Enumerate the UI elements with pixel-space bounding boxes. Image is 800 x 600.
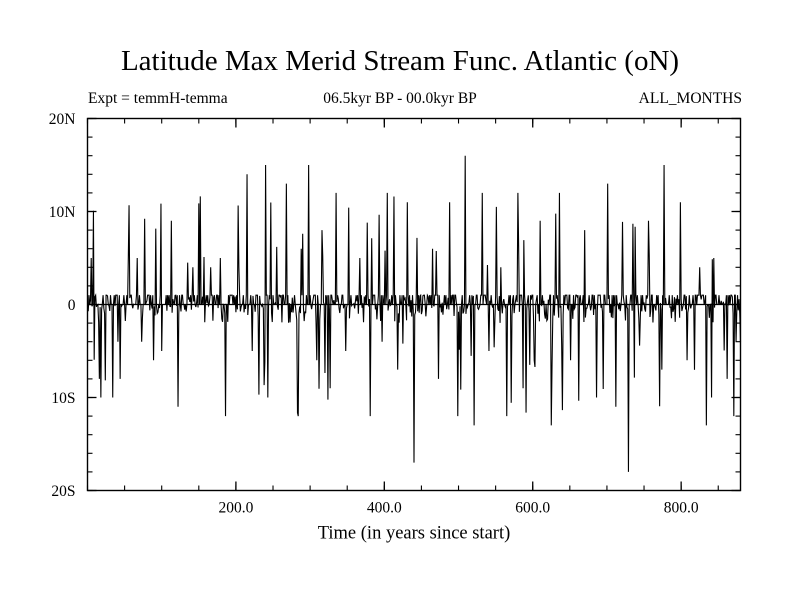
- y-tick-label: 0: [68, 297, 76, 314]
- x-tick-label: 600.0: [515, 500, 550, 517]
- y-axis-tick-labels: 20N 10N 0 10S 20S: [49, 111, 76, 500]
- y-tick-label: 20S: [51, 483, 75, 500]
- page-title: Latitude Max Merid Stream Func. Atlantic…: [120, 45, 680, 77]
- x-tick-label: 200.0: [218, 500, 253, 517]
- x-axis-major-ticks: [235, 118, 682, 491]
- y-tick-label: 20N: [49, 111, 76, 128]
- subtitle-season: ALL_MONTHS: [638, 90, 742, 107]
- x-tick-label: 400.0: [367, 500, 402, 517]
- subtitle-experiment: Expt = temmH-temma: [88, 90, 228, 107]
- x-axis-title: Time (in years since start): [318, 524, 511, 544]
- y-tick-label: 10S: [51, 390, 75, 407]
- y-tick-label: 10N: [49, 204, 76, 221]
- x-axis-tick-labels: 200.0 400.0 600.0 800.0: [218, 500, 698, 517]
- x-axis-minor-ticks: [86, 118, 719, 491]
- subtitle-period: 06.5kyr BP - 00.0kyr BP: [323, 90, 477, 107]
- x-tick-label: 800.0: [664, 500, 699, 517]
- data-series-group: [87, 155, 742, 472]
